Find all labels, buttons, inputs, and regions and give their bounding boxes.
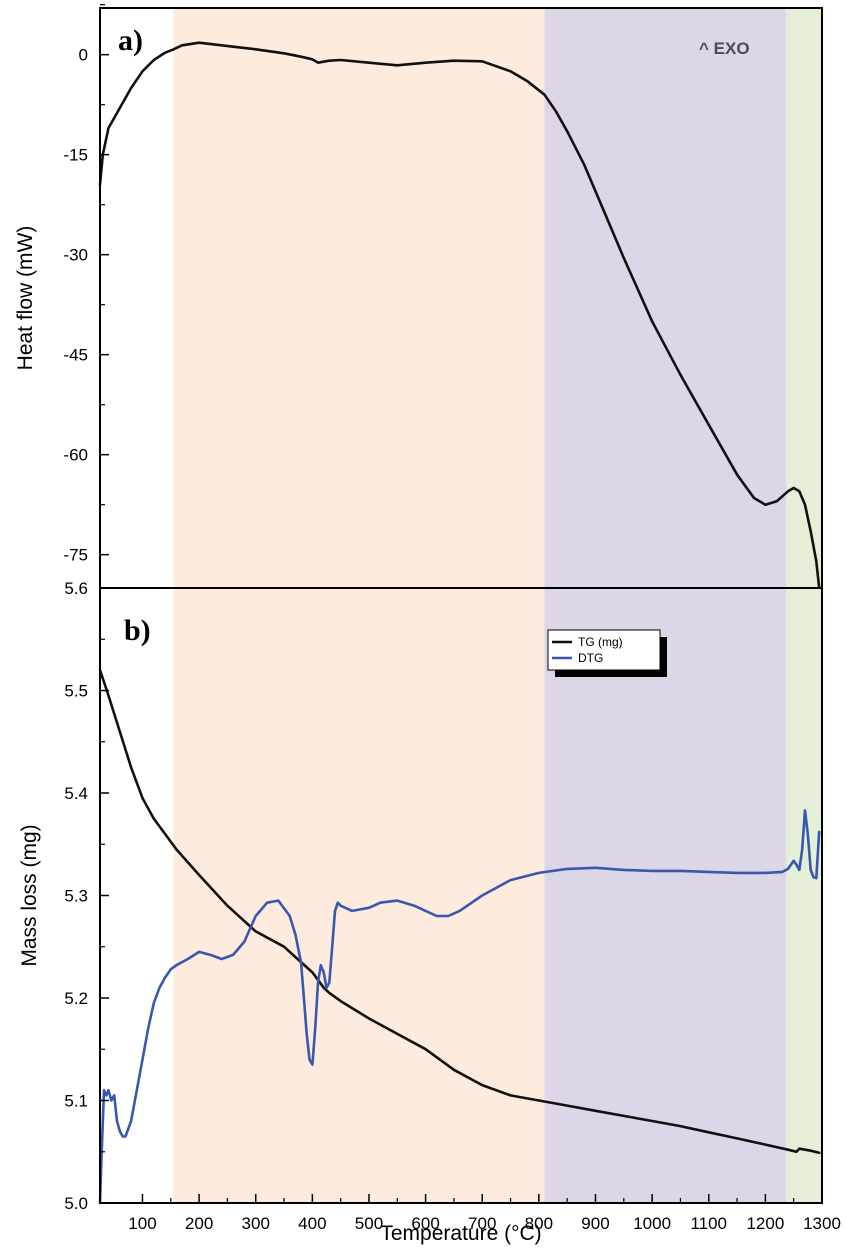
b-region-1	[544, 588, 787, 1203]
b-series-line-dtg	[98, 809, 821, 1205]
temperature-x-tick-label: 1200	[746, 1214, 784, 1233]
legend-box	[547, 629, 661, 671]
heat-flow-series	[98, 41, 821, 590]
mass-loss-panel: 5.0 5.1 5.2 5.3 5.4 5.5 5.6 100 200 300 400 500 600 7…	[18, 579, 841, 1233]
mass-loss-temperature-regions	[173, 588, 822, 1203]
legend-label-dtg: DTG	[578, 651, 603, 665]
panel-a-label: a)	[118, 24, 143, 57]
mass-loss-y-tick-label: 5.4	[64, 784, 88, 803]
temperature-axis-title: Temperature (°C)	[380, 1222, 541, 1245]
temperature-x-tick-label: 400	[298, 1214, 326, 1233]
b-series-line-tg-mg	[98, 668, 821, 1155]
panel-b-label: b)	[124, 614, 151, 647]
heat-flow-ticks: 0 -15 -30 -45 -60 -75	[63, 4, 109, 565]
a-region-2	[786, 8, 822, 588]
heat-flow-y-tick-label: 0	[79, 46, 88, 65]
temperature-x-tick-label: 200	[185, 1214, 213, 1233]
mass-loss-series	[98, 668, 821, 1205]
heat-flow-y-axis-title: Heat flow (mW)	[14, 226, 37, 371]
heat-flow-panel: 0 -15 -30 -45 -60 -75 Heat flow (mW) a) ^ EXO	[14, 4, 823, 590]
mass-loss-y-tick-label: 5.3	[64, 887, 88, 906]
temperature-x-tick-label: 700	[468, 1214, 496, 1233]
mass-loss-ticks: 5.0 5.1 5.2 5.3 5.4 5.5 5.6 100 200 300 400 500 600 7…	[64, 579, 841, 1233]
temperature-x-tick-label: 900	[581, 1214, 609, 1233]
heat-flow-temperature-regions	[173, 8, 822, 588]
temperature-x-tick-label: 1000	[633, 1214, 671, 1233]
mass-loss-y-tick-label: 5.1	[64, 1092, 88, 1111]
heat-flow-y-tick-label: -30	[63, 246, 88, 265]
temperature-x-tick-label: 1100	[690, 1214, 727, 1233]
mass-loss-y-tick-label: 5.2	[64, 989, 88, 1008]
temperature-x-tick-label: 100	[128, 1214, 156, 1233]
temperature-x-tick-label: 300	[242, 1214, 270, 1233]
temperature-x-tick-label: 1300	[803, 1214, 841, 1233]
exo-annotation: ^ EXO	[699, 39, 750, 58]
heat-flow-y-tick-label: -60	[63, 446, 88, 465]
temperature-x-tick-label: 800	[525, 1214, 553, 1233]
heat-flow-y-tick-label: -15	[63, 146, 88, 165]
mass-loss-y-tick-label: 5.6	[64, 579, 88, 598]
heat-flow-y-tick-label: -75	[63, 546, 88, 565]
mass-loss-y-axis-title: Mass loss (mg)	[18, 824, 41, 966]
heat-flow-y-tick-label: -45	[63, 346, 88, 365]
b-region-0	[173, 588, 545, 1203]
b-region-2	[786, 588, 822, 1203]
a-region-1	[544, 8, 787, 588]
legend: TG (mg) DTG	[547, 629, 667, 677]
temperature-x-tick-label: 500	[355, 1214, 383, 1233]
a-region-0	[173, 8, 545, 588]
a-series-line-heat-flow	[98, 41, 821, 590]
legend-label-tg: TG (mg)	[578, 635, 623, 649]
mass-loss-y-tick-label: 5.0	[64, 1194, 88, 1213]
temperature-x-tick-label: 600	[411, 1214, 439, 1233]
mass-loss-y-tick-label: 5.5	[64, 682, 88, 701]
